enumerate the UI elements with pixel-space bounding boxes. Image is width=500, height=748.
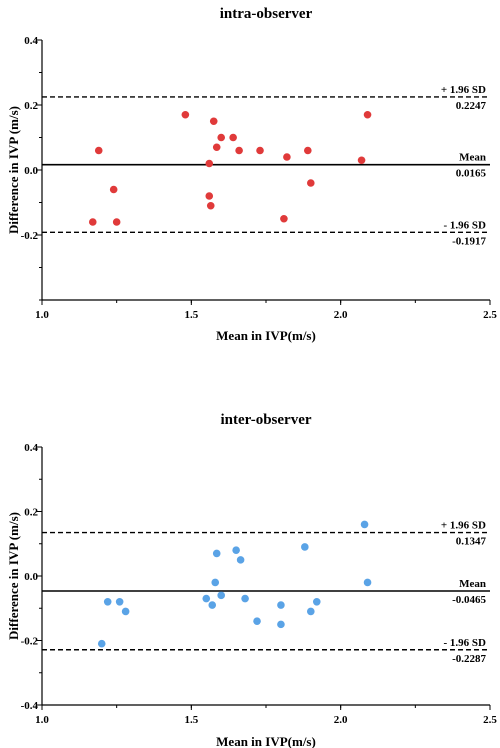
y-tick-label: 0.4 <box>24 442 38 454</box>
data-point <box>97 639 106 648</box>
x-tick-label: 2.5 <box>483 309 497 321</box>
lower-limit-label: - 1.96 SD <box>444 219 487 231</box>
y-tick-label: 0.2 <box>24 507 38 519</box>
x-tick-label: 2.5 <box>483 714 497 726</box>
data-point <box>283 153 291 161</box>
data-point <box>202 594 211 603</box>
lower-limit-label: - 1.96 SD <box>444 637 487 649</box>
chart-title: intra-observer <box>220 6 313 22</box>
data-point <box>209 117 218 126</box>
x-tick-label: 1.0 <box>35 309 49 321</box>
data-point <box>363 110 372 119</box>
x-tick-label: 1.5 <box>184 714 198 726</box>
data-point <box>277 601 285 609</box>
data-point <box>253 617 261 625</box>
y-tick-label: 0.4 <box>24 35 38 47</box>
data-point <box>217 591 225 600</box>
upper-limit-label: + 1.96 SD <box>441 84 486 96</box>
mean-value: -0.0465 <box>452 594 486 606</box>
lower-limit-value: -0.1917 <box>452 235 486 247</box>
data-point <box>235 146 243 155</box>
data-point <box>357 156 366 165</box>
data-point <box>211 578 220 587</box>
data-point <box>307 607 315 616</box>
x-tick-label: 1.0 <box>35 714 49 726</box>
data-point <box>181 110 190 119</box>
data-point <box>360 520 369 529</box>
y-tick-label: 0.0 <box>24 571 38 583</box>
data-point <box>301 543 309 551</box>
data-point <box>103 598 112 606</box>
data-point <box>312 598 321 606</box>
data-point <box>212 549 221 558</box>
y-axis-label: Difference in IVP (m/s) <box>6 106 21 234</box>
y-tick-label: 0.0 <box>24 165 38 177</box>
data-point <box>363 578 372 587</box>
mean-label: Mean <box>459 152 486 164</box>
upper-limit-value: 0.1347 <box>456 536 487 548</box>
data-point <box>205 192 214 200</box>
y-tick-label: -0.4 <box>21 700 39 712</box>
data-point <box>241 594 249 603</box>
data-point <box>307 179 315 187</box>
data-point <box>304 146 312 155</box>
chart-title: inter-observer <box>220 412 311 428</box>
x-axis-label: Mean in IVP(m/s) <box>216 734 316 748</box>
data-point <box>121 607 130 616</box>
y-axis-label: Difference in IVP (m/s) <box>6 512 21 640</box>
data-point <box>236 556 245 564</box>
y-tick-label: -0.2 <box>21 230 39 242</box>
data-point <box>212 143 221 152</box>
chart-2: inter-observer 1.0 1.5 2.0 2.5 -0.4 -0.2 0.0 0.2… <box>6 412 497 748</box>
x-tick-label: 1.5 <box>184 309 198 321</box>
data-point <box>208 601 217 609</box>
data-point <box>256 146 264 155</box>
data-point <box>206 201 215 210</box>
data-point <box>229 133 237 142</box>
data-point <box>94 146 103 155</box>
y-tick-label: -0.2 <box>21 636 39 648</box>
mean-label: Mean <box>459 578 486 590</box>
data-point <box>205 159 214 168</box>
y-tick-label: 0.2 <box>24 100 38 112</box>
chart-1: intra-observer 1.0 1.5 2.0 2.5 -0.2 0.0 0.2 0.4 M… <box>6 6 497 343</box>
data-point <box>112 218 121 226</box>
upper-limit-value: 0.2247 <box>456 100 487 112</box>
mean-value: 0.0165 <box>456 168 487 180</box>
data-point <box>217 133 225 142</box>
data-point <box>115 598 124 606</box>
data-point <box>232 546 240 554</box>
data-point <box>277 620 285 629</box>
data-point <box>88 218 97 226</box>
upper-limit-label: + 1.96 SD <box>441 520 486 532</box>
x-tick-label: 2.0 <box>334 714 348 726</box>
x-tick-label: 2.0 <box>334 309 348 321</box>
x-axis-label: Mean in IVP(m/s) <box>216 328 316 343</box>
data-point <box>109 185 118 194</box>
lower-limit-value: -0.2287 <box>452 653 486 665</box>
data-point <box>280 214 288 223</box>
